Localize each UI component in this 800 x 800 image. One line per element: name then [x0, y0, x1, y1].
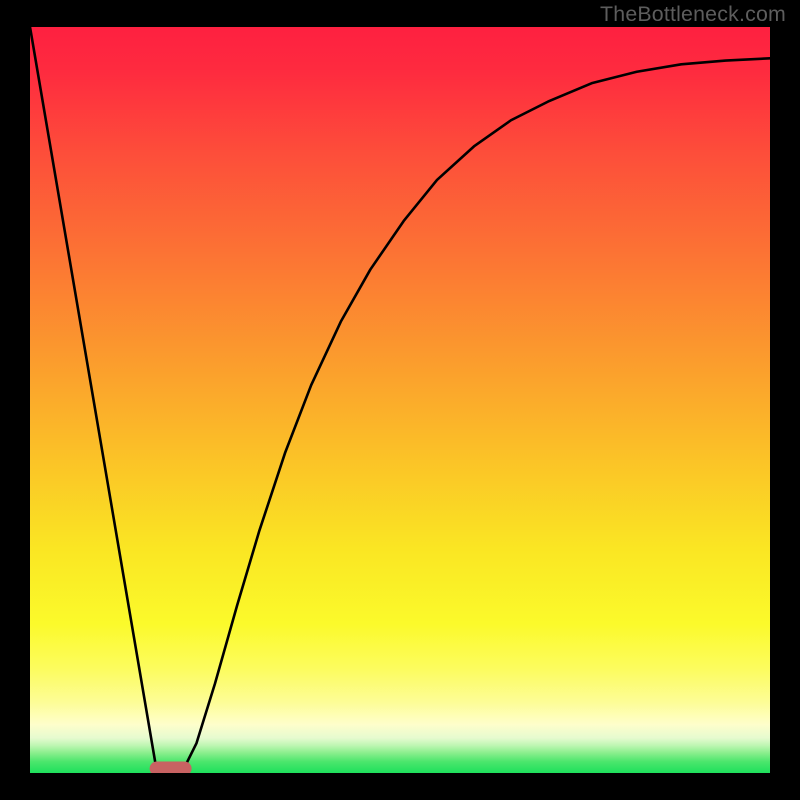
bottleneck-chart — [0, 0, 800, 800]
chart-background — [30, 27, 770, 773]
chart-container: TheBottleneck.com — [0, 0, 800, 800]
